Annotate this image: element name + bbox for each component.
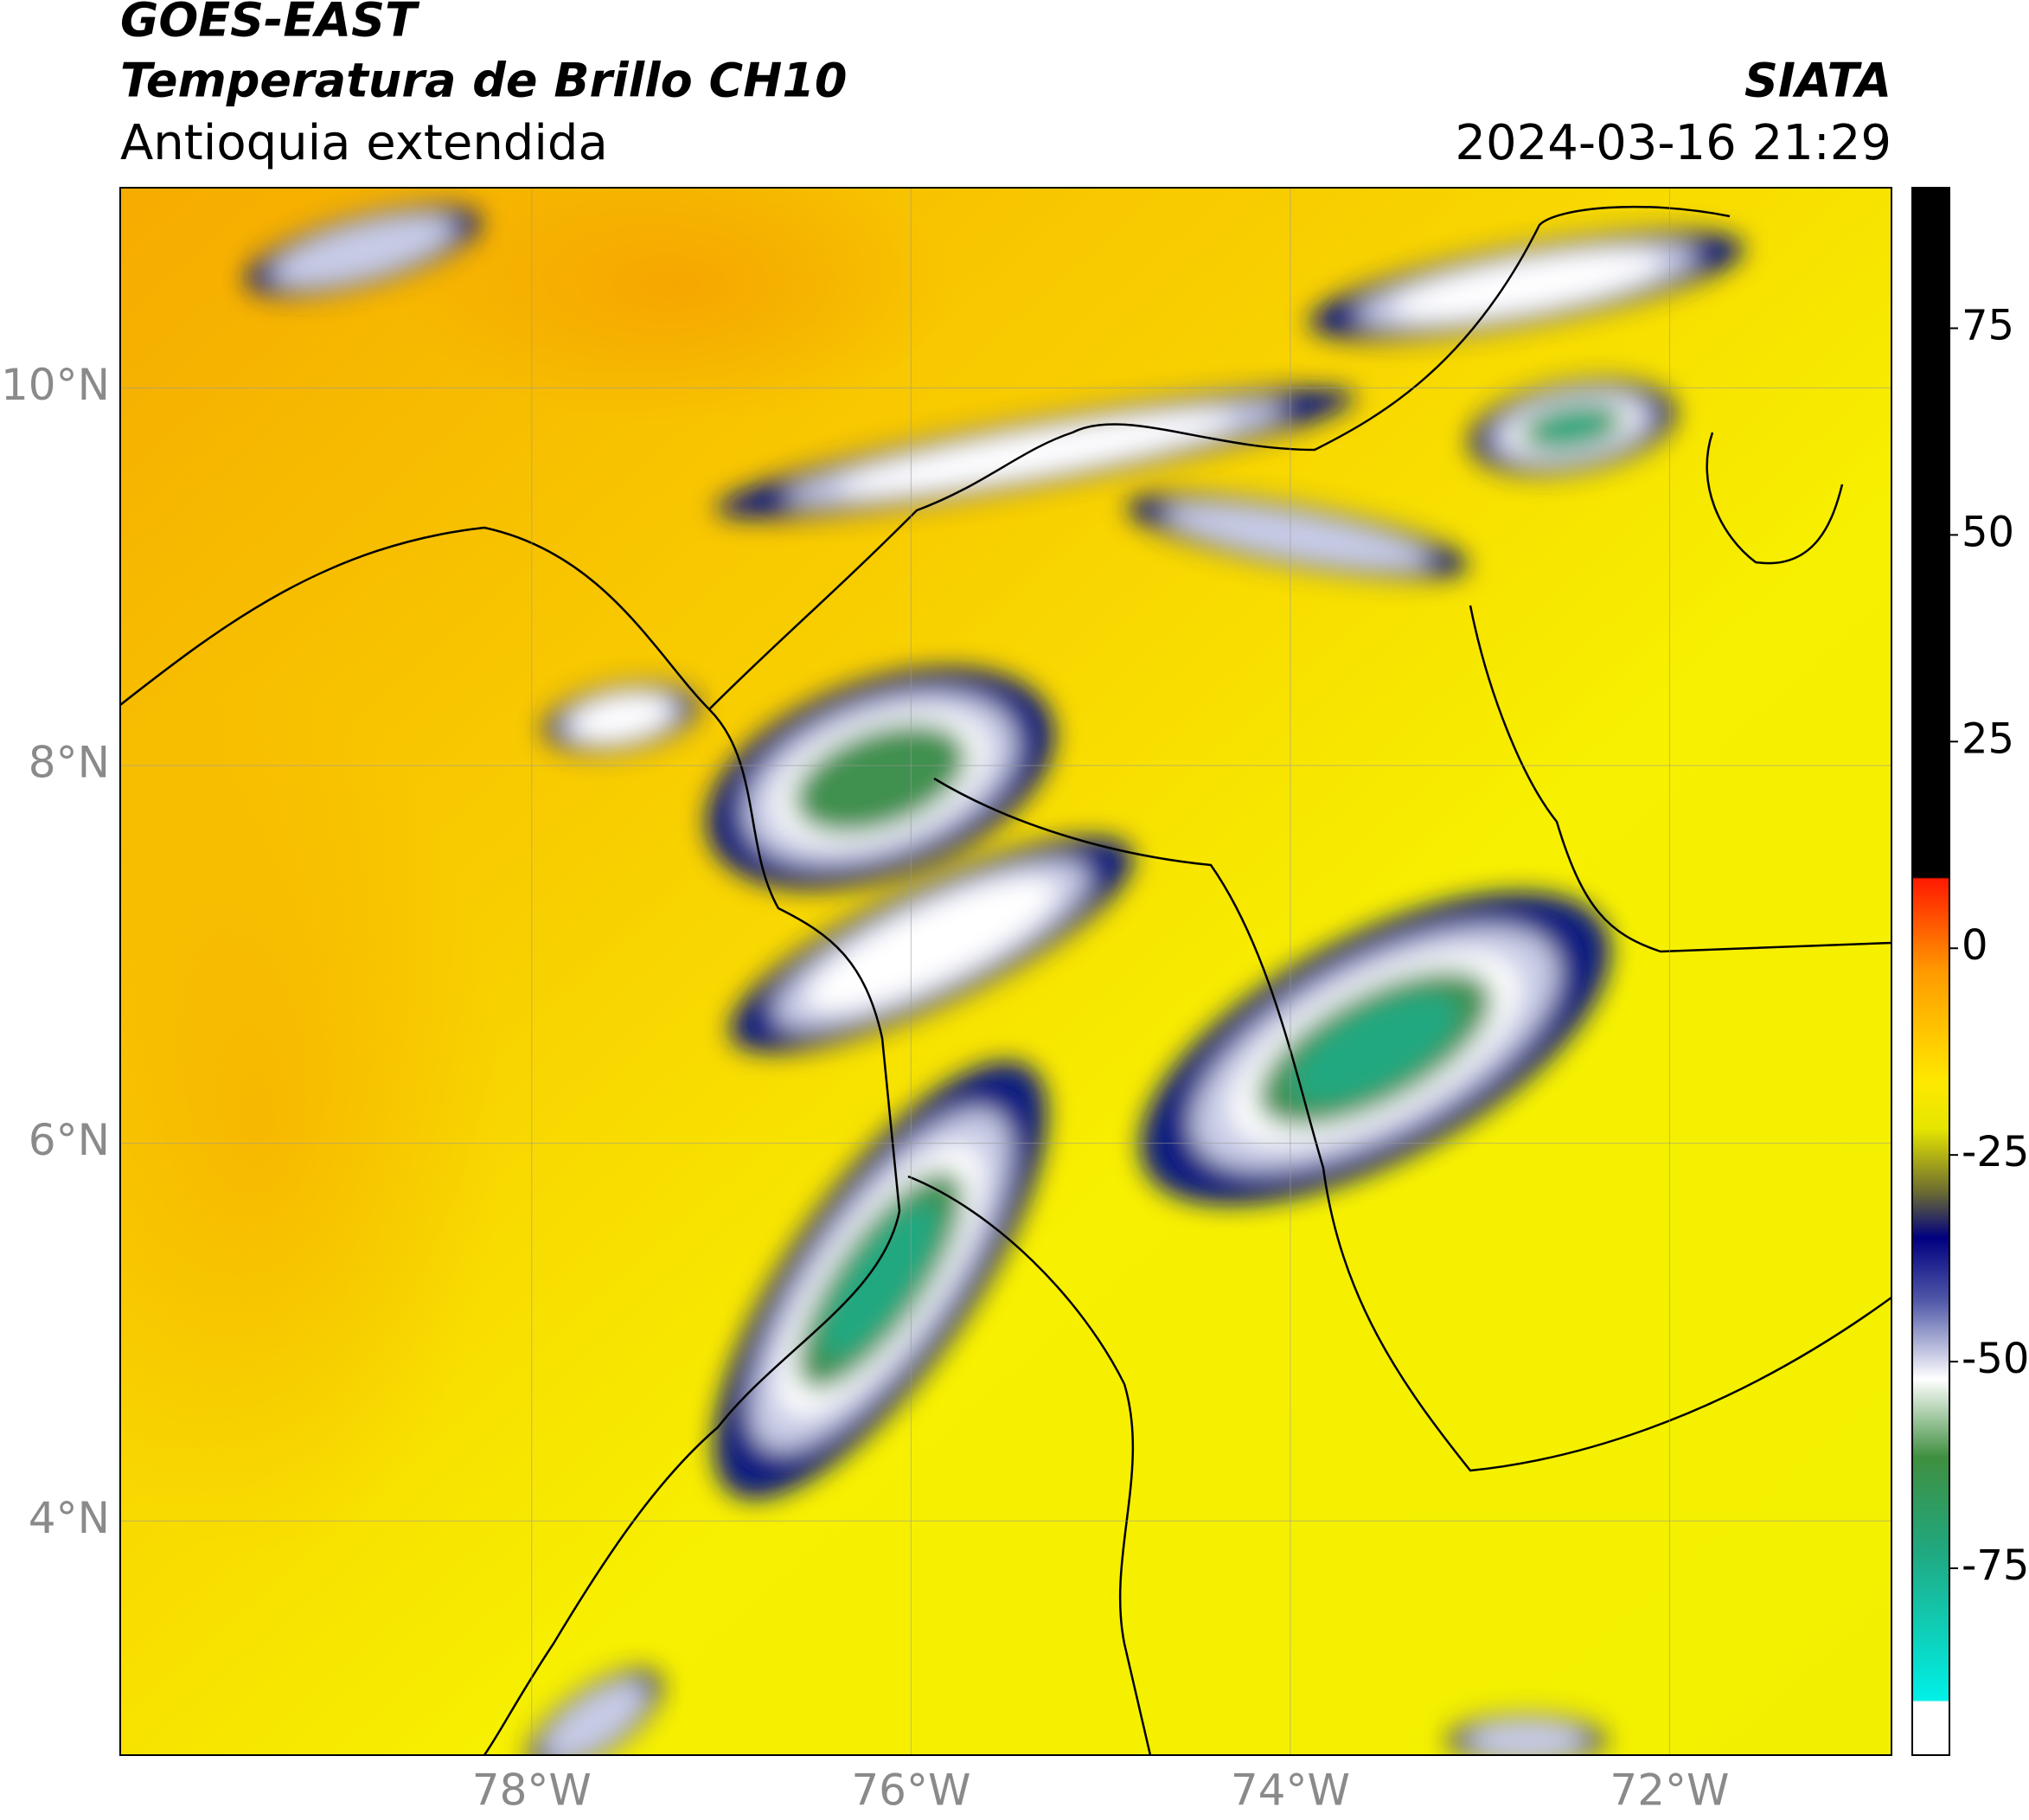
warm-region [398,188,951,424]
lat-tick-label: 4°N [29,1493,110,1543]
borders [120,205,1891,1755]
colorbar-tick-label: -50 [1962,1335,2029,1383]
border [907,1175,1152,1755]
cloud-layer [246,205,1744,1755]
border [1469,605,1891,953]
subtitle: Temperatura de Brillo CH10 [120,54,848,108]
map-frame [119,187,1892,1756]
coastline [708,205,1731,710]
graticule [120,188,1891,1755]
lon-tick-label: 74°W [1231,1766,1350,1816]
cloud [836,413,1234,494]
map-area [120,188,1891,1755]
colorbar-tick-label: -75 [1962,1541,2029,1590]
colorbar-tick-label: 25 [1962,715,2014,763]
lat-tick-label: 8°N [29,738,110,788]
region: Antioquia extendida [120,115,608,171]
source: SIATA [1744,54,1891,108]
cloud [1535,410,1610,445]
cloud [543,1680,647,1755]
lon-tick-label: 78°W [472,1766,592,1816]
cloud [1465,1720,1588,1755]
colorbar [1911,187,1950,1756]
cloud [272,215,455,287]
colorbar-tick-label: 0 [1962,921,1988,970]
cloud [806,878,1057,1011]
colorbar-tick-label: 75 [1962,301,2014,349]
datetime: 2024-03-16 21:29 [1455,115,1891,171]
cloud [1164,503,1431,570]
axis-labels: 10°N 8°N 6°N 4°N 78°W 76°W 74°W 72°W [1,360,1730,1816]
cloud [1392,252,1661,319]
warm-region [120,692,502,1557]
lat-tick-label: 6°N [29,1115,110,1165]
cloud [1290,991,1460,1105]
colorbar-tick-label: -25 [1962,1128,2029,1176]
coastline [120,526,901,1755]
lon-tick-label: 72°W [1610,1766,1729,1816]
border [933,777,1891,1472]
cloud [573,695,669,740]
lat-tick-label: 10°N [1,360,110,410]
border [1706,432,1844,565]
lon-tick-label: 76°W [851,1766,970,1816]
title: GOES-EAST [120,0,420,48]
colorbar-ticks: -75 -50 -25 0 25 50 75 [1949,301,2029,1590]
cloud [820,1201,941,1360]
colorbar-tick-label: 50 [1962,508,2014,556]
cloud [793,723,968,834]
